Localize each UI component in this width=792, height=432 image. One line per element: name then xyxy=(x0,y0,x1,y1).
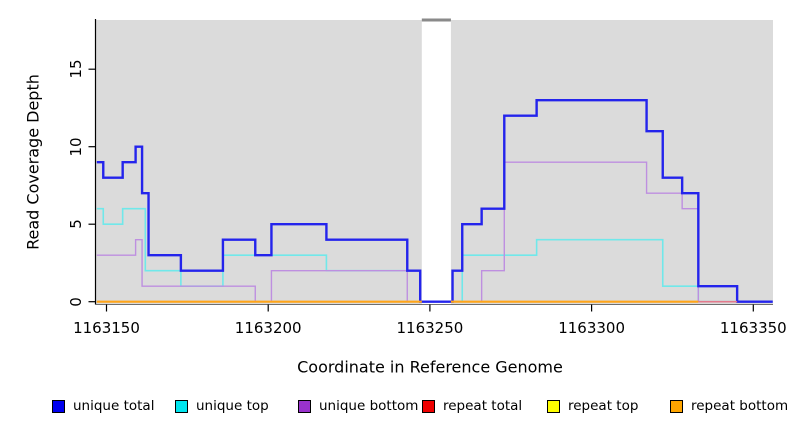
y-tick-label: 15 xyxy=(67,59,85,79)
legend-item-repeat-top: repeat top xyxy=(547,396,638,416)
legend-item-repeat-total: repeat total xyxy=(422,396,522,416)
legend-item-repeat-bottom: repeat bottom xyxy=(670,396,788,416)
masked-region-top-marker xyxy=(421,18,451,22)
masked-region-band xyxy=(421,20,451,305)
legend-item-unique-total: unique total xyxy=(52,396,154,416)
y-tick-label: 10 xyxy=(67,137,85,157)
x-tick-label: 1163200 xyxy=(234,319,302,337)
y-axis-title: Read Coverage Depth xyxy=(23,74,43,250)
x-tick-label: 1163300 xyxy=(558,319,625,337)
x-tick-label: 1163150 xyxy=(73,319,140,337)
legend-swatch-icon xyxy=(175,399,188,413)
x-tick-label: 1163350 xyxy=(719,319,787,337)
series-line-unique-top xyxy=(96,207,773,303)
legend-label: repeat total xyxy=(443,398,523,414)
x-axis-title: Coordinate in Reference Genome xyxy=(297,357,563,377)
legend-label: unique bottom xyxy=(319,398,419,414)
legend-item-unique-bottom: unique bottom xyxy=(298,396,418,416)
legend-label: repeat bottom xyxy=(691,398,789,414)
legend-label: repeat top xyxy=(568,398,639,414)
x-tick-label: 1163250 xyxy=(396,319,464,337)
legend-swatch-icon xyxy=(52,399,65,413)
legend: unique total unique top unique bottom repea… xyxy=(0,396,792,420)
legend-label: unique top xyxy=(196,398,269,414)
legend-swatch-icon xyxy=(670,399,683,413)
y-tick-label: 0 xyxy=(67,296,85,307)
legend-swatch-icon xyxy=(298,399,311,413)
legend-item-unique-top: unique top xyxy=(175,396,269,416)
legend-swatch-icon xyxy=(422,399,435,413)
legend-swatch-icon xyxy=(547,399,560,413)
y-tick-label: 5 xyxy=(67,219,85,229)
series-line-unique-total xyxy=(96,98,773,303)
legend-label: unique total xyxy=(73,398,155,414)
